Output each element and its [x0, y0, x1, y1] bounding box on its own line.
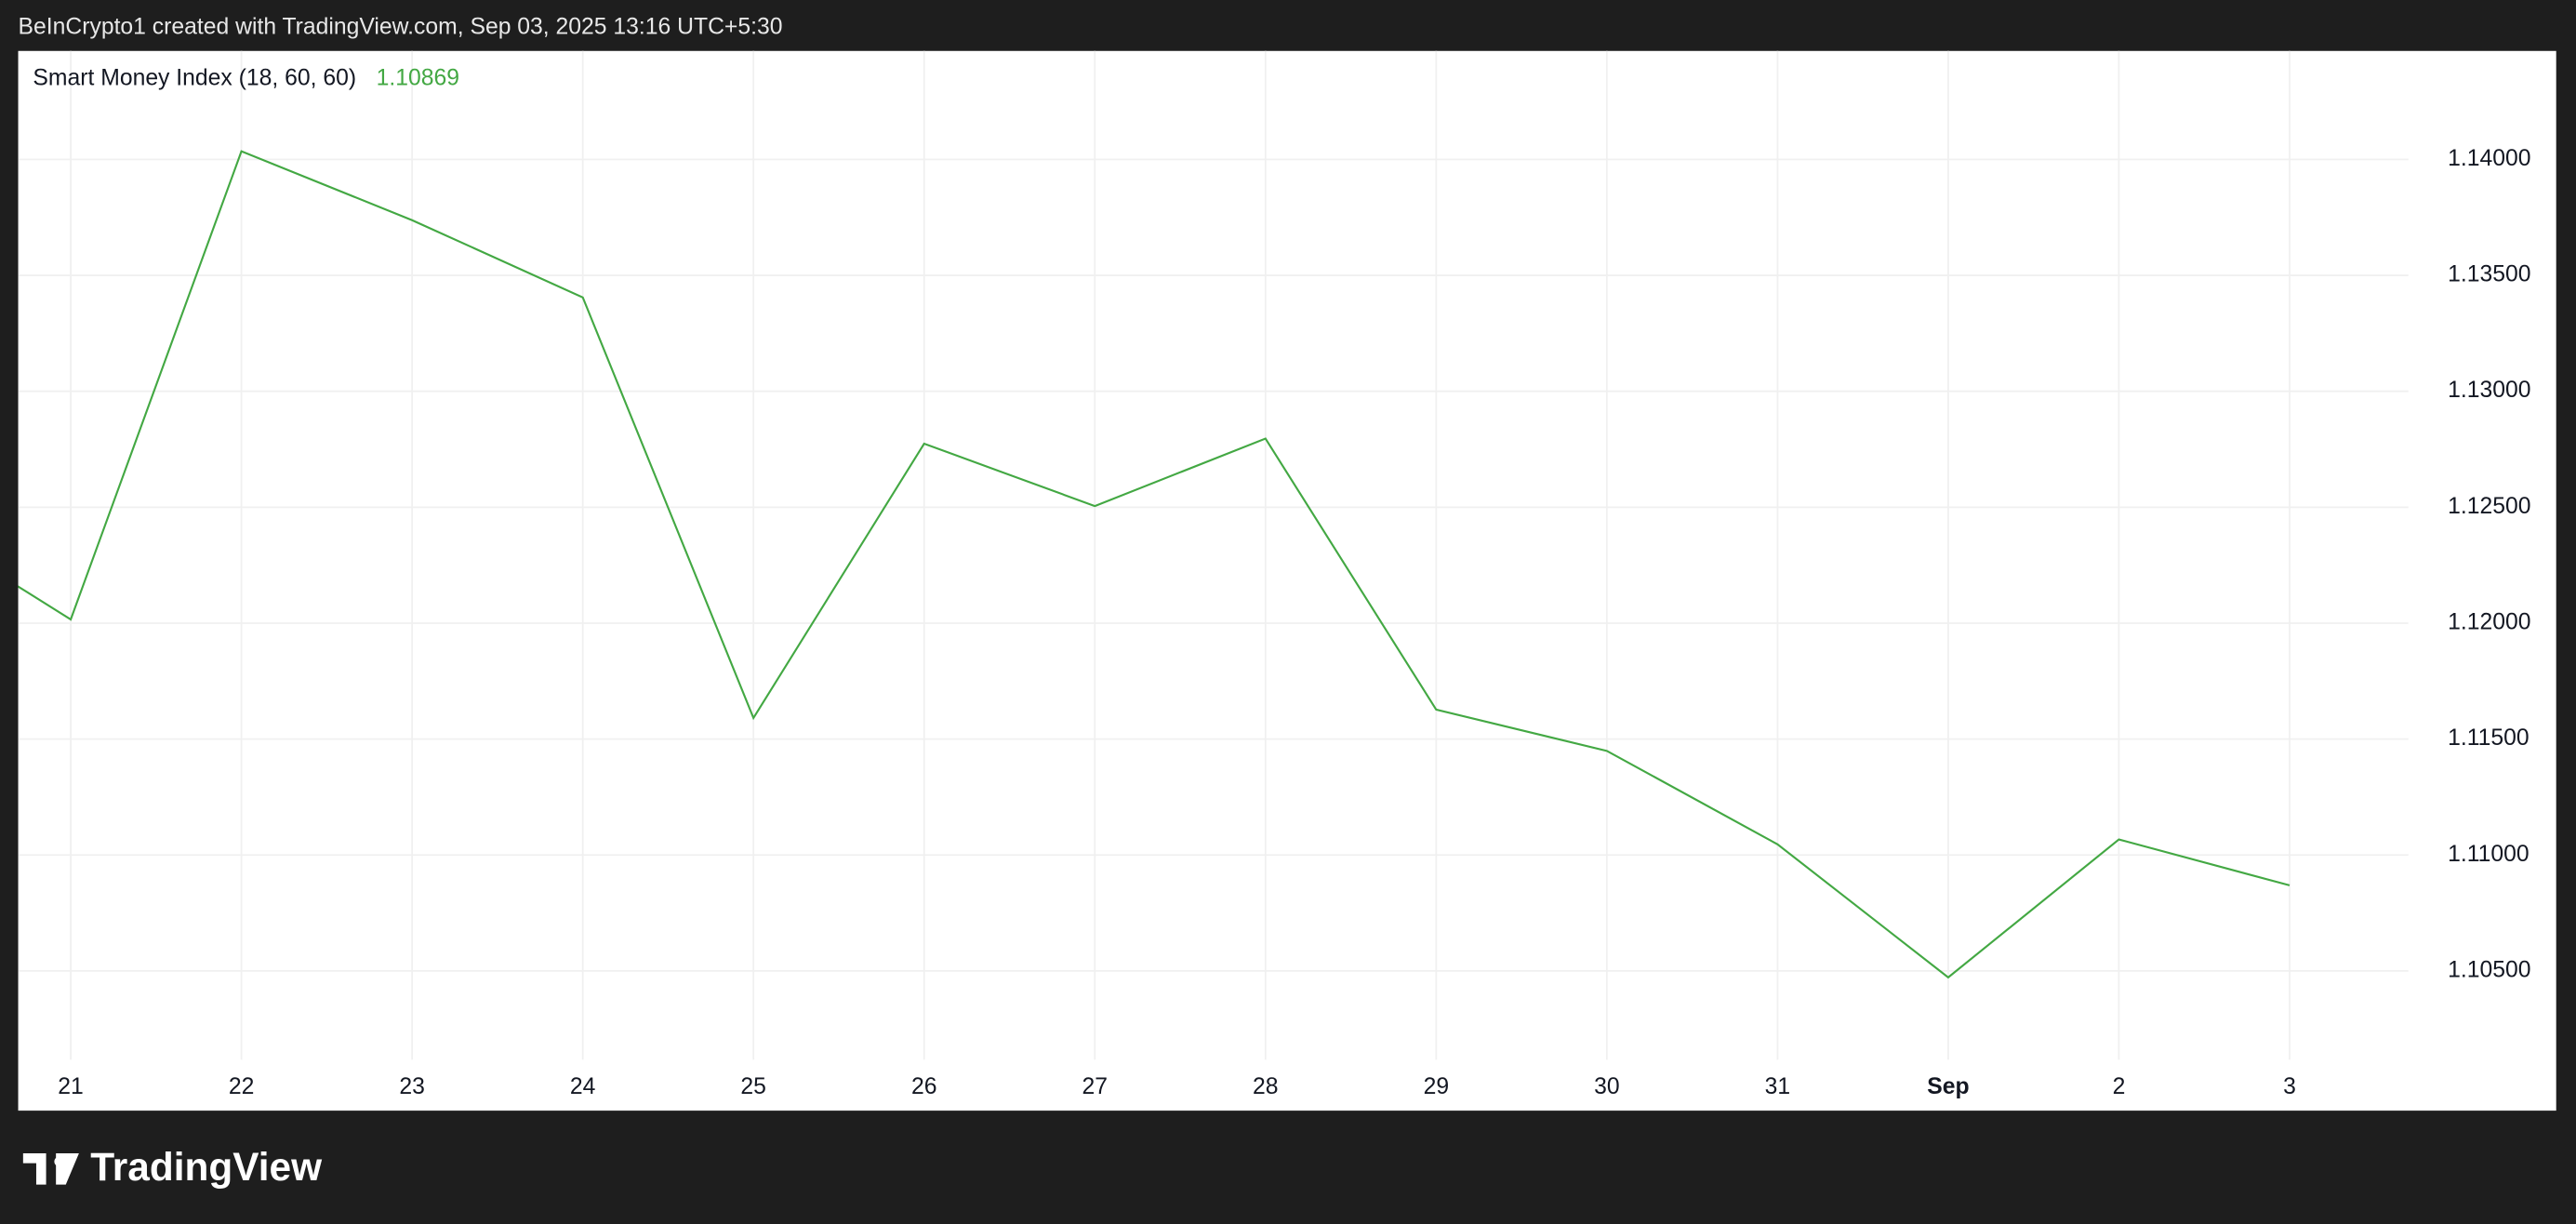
logo-icon [22, 1153, 79, 1185]
legend-name: Smart Money Index (18, 60, 60) [33, 65, 356, 90]
x-tick-label: 27 [1082, 1074, 1109, 1099]
y-tick-label: 1.12000 [2448, 610, 2530, 635]
y-tick-label: 1.14000 [2448, 146, 2530, 171]
x-tick-label: 23 [399, 1074, 425, 1099]
brand-text: TradingView [90, 1145, 323, 1189]
y-tick-label: 1.10500 [2448, 957, 2530, 982]
chart-panel [18, 50, 2556, 1111]
x-tick-label: 3 [2283, 1074, 2296, 1099]
y-tick-label: 1.13500 [2448, 262, 2530, 287]
x-tick-label: 25 [740, 1074, 766, 1099]
x-tick-label: 31 [1765, 1074, 1791, 1099]
y-tick-label: 1.11000 [2448, 842, 2530, 867]
y-tick-label: 1.11500 [2448, 725, 2530, 751]
brand-logo [22, 1153, 79, 1185]
x-tick-label: 28 [1253, 1074, 1279, 1099]
x-tick-label: Sep [1927, 1074, 1969, 1099]
logo-dot [54, 1156, 64, 1167]
grid [18, 50, 2409, 1060]
plot-area [18, 150, 2291, 979]
x-tick-label: 26 [911, 1074, 936, 1099]
header-text: BeInCrypto1 created with TradingView.com… [19, 15, 783, 40]
x-tick-label: 24 [570, 1074, 596, 1099]
x-tick-label: 29 [1424, 1074, 1449, 1099]
x-tick-label: 30 [1594, 1074, 1620, 1099]
y-tick-label: 1.13000 [2448, 378, 2530, 403]
axes: 1.10500 1.11000 1.11500 1.12000 1.12500 1.130… [58, 146, 2530, 1099]
y-tick-label: 1.12500 [2448, 494, 2530, 519]
x-tick-label: 2 [2113, 1074, 2126, 1099]
legend-value: 1.10869 [377, 65, 459, 90]
series-line [18, 150, 2291, 979]
x-tick-label: 22 [229, 1074, 255, 1099]
x-tick-label: 21 [58, 1074, 84, 1099]
